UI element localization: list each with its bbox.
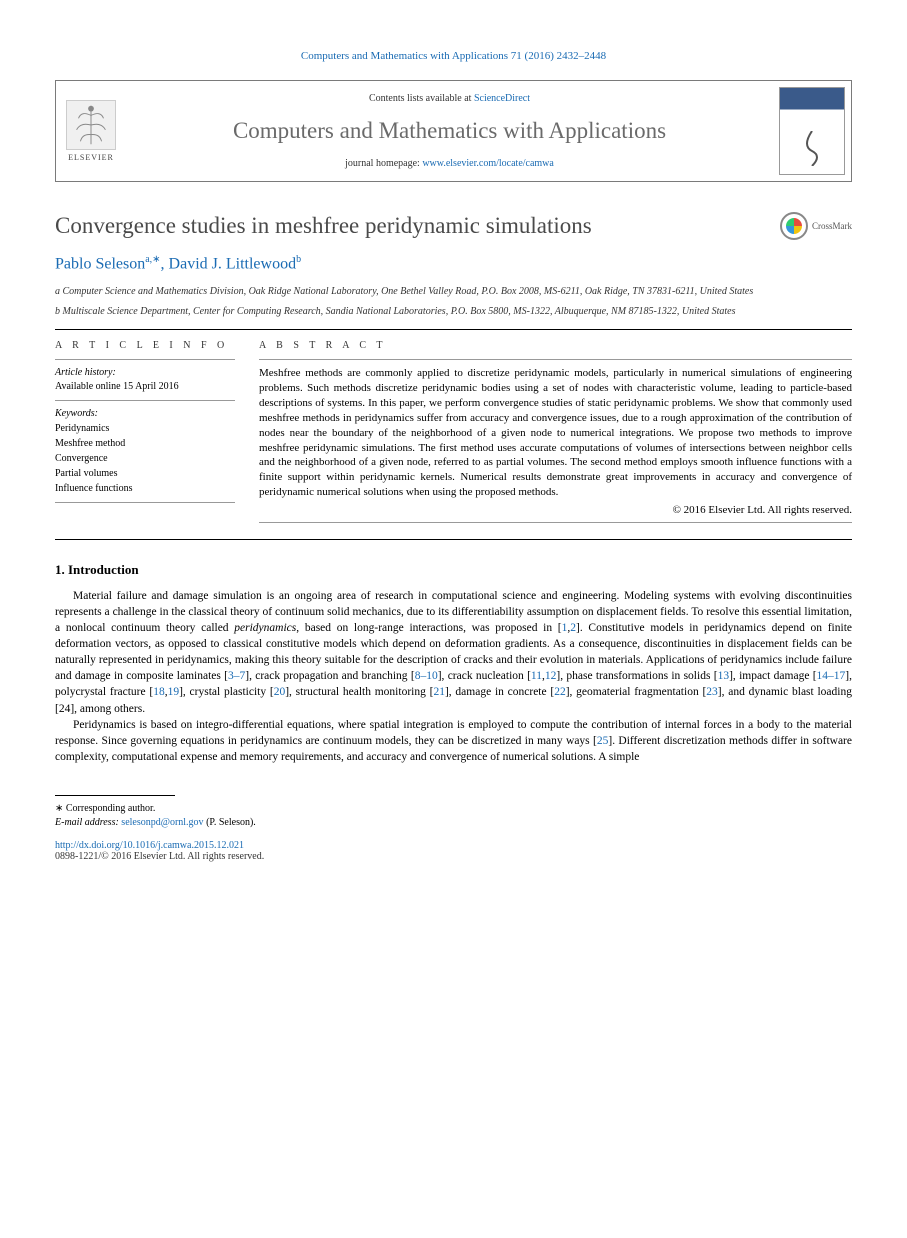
authors: Pablo Selesona,∗, David J. Littlewoodb xyxy=(55,254,852,273)
contents-line: Contents lists available at ScienceDirec… xyxy=(136,93,763,104)
citation-link[interactable]: 25 xyxy=(597,735,609,747)
divider xyxy=(55,329,852,330)
journal-name: Computers and Mathematics with Applicati… xyxy=(136,118,763,144)
citation-link[interactable]: 3–7 xyxy=(228,670,245,682)
abstract-label: A B S T R A C T xyxy=(259,340,852,351)
keyword: Influence functions xyxy=(55,481,235,496)
footnote-separator xyxy=(55,795,175,796)
affiliation-a: a Computer Science and Mathematics Divis… xyxy=(55,285,852,299)
citation-link[interactable]: 20 xyxy=(274,686,286,698)
doi-link[interactable]: http://dx.doi.org/10.1016/j.camwa.2015.1… xyxy=(55,840,244,851)
author-2[interactable]: David J. Littlewood xyxy=(169,255,297,272)
keywords-label: Keywords: xyxy=(55,408,98,419)
divider xyxy=(55,539,852,540)
article-info-label: A R T I C L E I N F O xyxy=(55,340,235,351)
affiliation-b: b Multiscale Science Department, Center … xyxy=(55,305,852,319)
contents-prefix: Contents lists available at xyxy=(369,93,474,104)
author-2-affil: b xyxy=(296,254,301,265)
history-text: Available online 15 April 2016 xyxy=(55,381,179,392)
corresponding-author-note: ∗ Corresponding author. xyxy=(55,802,852,816)
citation-link[interactable]: 23 xyxy=(706,686,718,698)
homepage-line: journal homepage: www.elsevier.com/locat… xyxy=(136,158,763,169)
email-suffix: (P. Seleson). xyxy=(204,817,256,828)
sciencedirect-link[interactable]: ScienceDirect xyxy=(474,93,530,104)
homepage-link[interactable]: www.elsevier.com/locate/camwa xyxy=(422,158,554,169)
abstract-copyright: © 2016 Elsevier Ltd. All rights reserved… xyxy=(259,504,852,516)
publisher-logo: ELSEVIER xyxy=(56,81,126,181)
author-1-affil: a,∗ xyxy=(145,254,160,265)
citation-link[interactable]: 21 xyxy=(433,686,445,698)
citation-link[interactable]: 2 xyxy=(570,622,576,634)
citation-link[interactable]: 12 xyxy=(545,670,557,682)
keyword: Meshfree method xyxy=(55,436,235,451)
crossmark-badge[interactable]: CrossMark xyxy=(780,212,852,240)
citation-link[interactable]: 14–17 xyxy=(817,670,846,682)
elsevier-tree-icon xyxy=(66,100,116,150)
divider xyxy=(259,522,852,523)
citation-link[interactable]: 13 xyxy=(718,670,730,682)
corresponding-email[interactable]: selesonpd@ornl.gov xyxy=(121,817,203,828)
citation-link[interactable]: 18 xyxy=(153,686,165,698)
intro-paragraph-2: Peridynamics is based on integro-differe… xyxy=(55,717,852,765)
intro-paragraph-1: Material failure and damage simulation i… xyxy=(55,588,852,717)
divider xyxy=(55,359,235,360)
divider xyxy=(55,400,235,401)
citation-link[interactable]: 19 xyxy=(168,686,180,698)
author-1[interactable]: Pablo Seleson xyxy=(55,255,145,272)
crossmark-icon xyxy=(780,212,808,240)
citation-link[interactable]: 22 xyxy=(554,686,566,698)
abstract-text: Meshfree methods are commonly applied to… xyxy=(259,366,852,500)
abstract-column: A B S T R A C T Meshfree methods are com… xyxy=(259,340,852,529)
email-label: E-mail address: xyxy=(55,817,121,828)
homepage-prefix: journal homepage: xyxy=(345,158,422,169)
citation-link[interactable]: 11 xyxy=(531,670,542,682)
citation-link[interactable]: 8–10 xyxy=(415,670,438,682)
divider xyxy=(259,359,852,360)
keyword: Peridynamics xyxy=(55,421,235,436)
top-citation: Computers and Mathematics with Applicati… xyxy=(55,50,852,62)
publisher-name: ELSEVIER xyxy=(68,153,114,162)
issn-copyright: 0898-1221/© 2016 Elsevier Ltd. All right… xyxy=(55,851,852,862)
divider xyxy=(55,502,235,503)
section-heading-intro: 1. Introduction xyxy=(55,562,852,578)
citation-link[interactable]: 1 xyxy=(562,622,568,634)
email-line: E-mail address: selesonpd@ornl.gov (P. S… xyxy=(55,816,852,830)
journal-cover xyxy=(773,81,851,181)
keyword: Convergence xyxy=(55,451,235,466)
article-info-column: A R T I C L E I N F O Article history: A… xyxy=(55,340,235,529)
journal-header: ELSEVIER Contents lists available at Sci… xyxy=(55,80,852,182)
keywords-list: Peridynamics Meshfree method Convergence… xyxy=(55,421,235,496)
article-title: Convergence studies in meshfree peridyna… xyxy=(55,212,592,240)
crossmark-label: CrossMark xyxy=(812,221,852,231)
history-label: Article history: xyxy=(55,367,116,378)
keyword: Partial volumes xyxy=(55,466,235,481)
